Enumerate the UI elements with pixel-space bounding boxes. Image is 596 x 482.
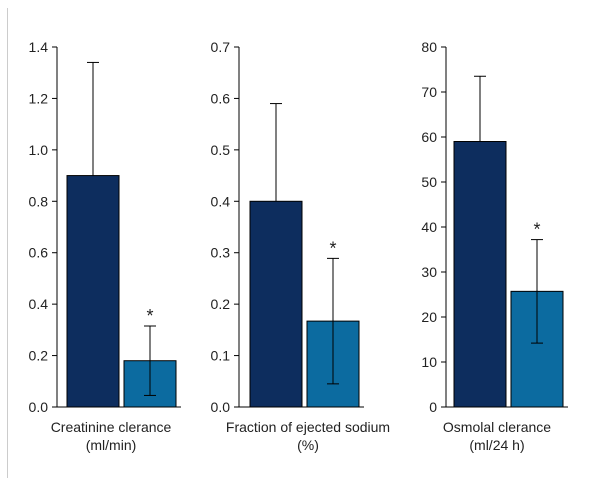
chart-2-bars <box>249 200 360 408</box>
chart-1-y-tick-label: 0.6 <box>29 245 49 261</box>
chart-3-error-bars <box>474 75 543 344</box>
chart-2-y-tick-label: 0.4 <box>211 193 231 209</box>
chart-3-xlabel-line-1: Osmolal clerance <box>443 419 551 435</box>
chart-1-significance: * <box>146 306 153 326</box>
chart-1-y-tick-label: 0.2 <box>29 348 49 364</box>
chart-3-y-tick-label: 40 <box>421 219 437 235</box>
chart-1-y-tick-label: 0.4 <box>29 296 49 312</box>
chart-1-xlabel-line-1: Creatinine clerance <box>51 419 172 435</box>
chart-3-significance: * <box>533 220 540 240</box>
chart-3-bars <box>453 141 564 408</box>
chart-3-y-tick-label: 10 <box>421 354 437 370</box>
chart-1-error-bars <box>87 61 156 396</box>
chart-1-y-tick-label: 0.8 <box>29 193 49 209</box>
chart-2-y-tick-label: 0.6 <box>211 90 231 106</box>
chart-2-xlabel-line-2: (%) <box>297 437 319 453</box>
chart-1-y-tick-label: 1.0 <box>29 142 49 158</box>
chart-1-y-ticks: 0.0 0.2 0.4 0.6 0.8 1.0 1.2 1.4 <box>29 39 57 415</box>
chart-1-significance-star: * <box>146 306 153 326</box>
chart-3-bar-1 <box>453 141 507 408</box>
chart-2-error-bars <box>270 103 339 385</box>
chart-1-y-tick-label: 0.0 <box>29 399 49 415</box>
chart-1-bars <box>66 175 177 408</box>
chart-2-y-tick-label: 0.7 <box>211 39 231 55</box>
chart-2-y-tick-label: 0.2 <box>211 296 231 312</box>
chart-3-y-tick-label: 80 <box>421 39 437 55</box>
chart-1: 0.0 0.2 0.4 0.6 0.8 1.0 1.2 1.4 * Creatinine cl… <box>29 39 181 453</box>
chart-2-y-tick-label: 0.5 <box>211 142 231 158</box>
chart-2-significance-star: * <box>329 238 336 258</box>
chart-1-bar-1 <box>66 175 120 408</box>
chart-1-xlabel-line-2: (ml/min) <box>86 437 137 453</box>
chart-3-y-tick-label: 70 <box>421 84 437 100</box>
chart-3: 0 10 20 30 40 50 60 70 80 * Osmolal clerance (ml… <box>421 39 568 453</box>
chart-1-y-tick-label: 1.4 <box>29 39 49 55</box>
chart-3-y-tick-label: 60 <box>421 129 437 145</box>
chart-3-y-tick-label: 20 <box>421 309 437 325</box>
chart-1-y-tick-label: 1.2 <box>29 90 49 106</box>
chart-3-xlabel-line-2: (ml/24 h) <box>469 437 524 453</box>
chart-2-significance: * <box>329 238 336 258</box>
chart-2-y-tick-label: 0.0 <box>211 399 231 415</box>
chart-2-bar-1 <box>249 200 303 408</box>
chart-3-y-tick-label: 0 <box>429 399 437 415</box>
chart-2-y-ticks: 0.0 0.1 0.2 0.3 0.4 0.5 0.6 0.7 <box>211 39 239 415</box>
chart-3-y-ticks: 0 10 20 30 40 50 60 70 80 <box>421 39 446 415</box>
chart-3-significance-star: * <box>533 220 540 240</box>
chart-2: 0.0 0.1 0.2 0.3 0.4 0.5 0.6 0.7 * Fraction of e… <box>211 39 391 453</box>
chart-3-y-tick-label: 30 <box>421 264 437 280</box>
frame-left-line <box>7 8 8 478</box>
chart-2-y-tick-label: 0.3 <box>211 245 231 261</box>
chart-2-xlabel-line-1: Fraction of ejected sodium <box>226 419 390 435</box>
chart-3-y-tick-label: 50 <box>421 174 437 190</box>
chart-2-y-tick-label: 0.1 <box>211 348 231 364</box>
